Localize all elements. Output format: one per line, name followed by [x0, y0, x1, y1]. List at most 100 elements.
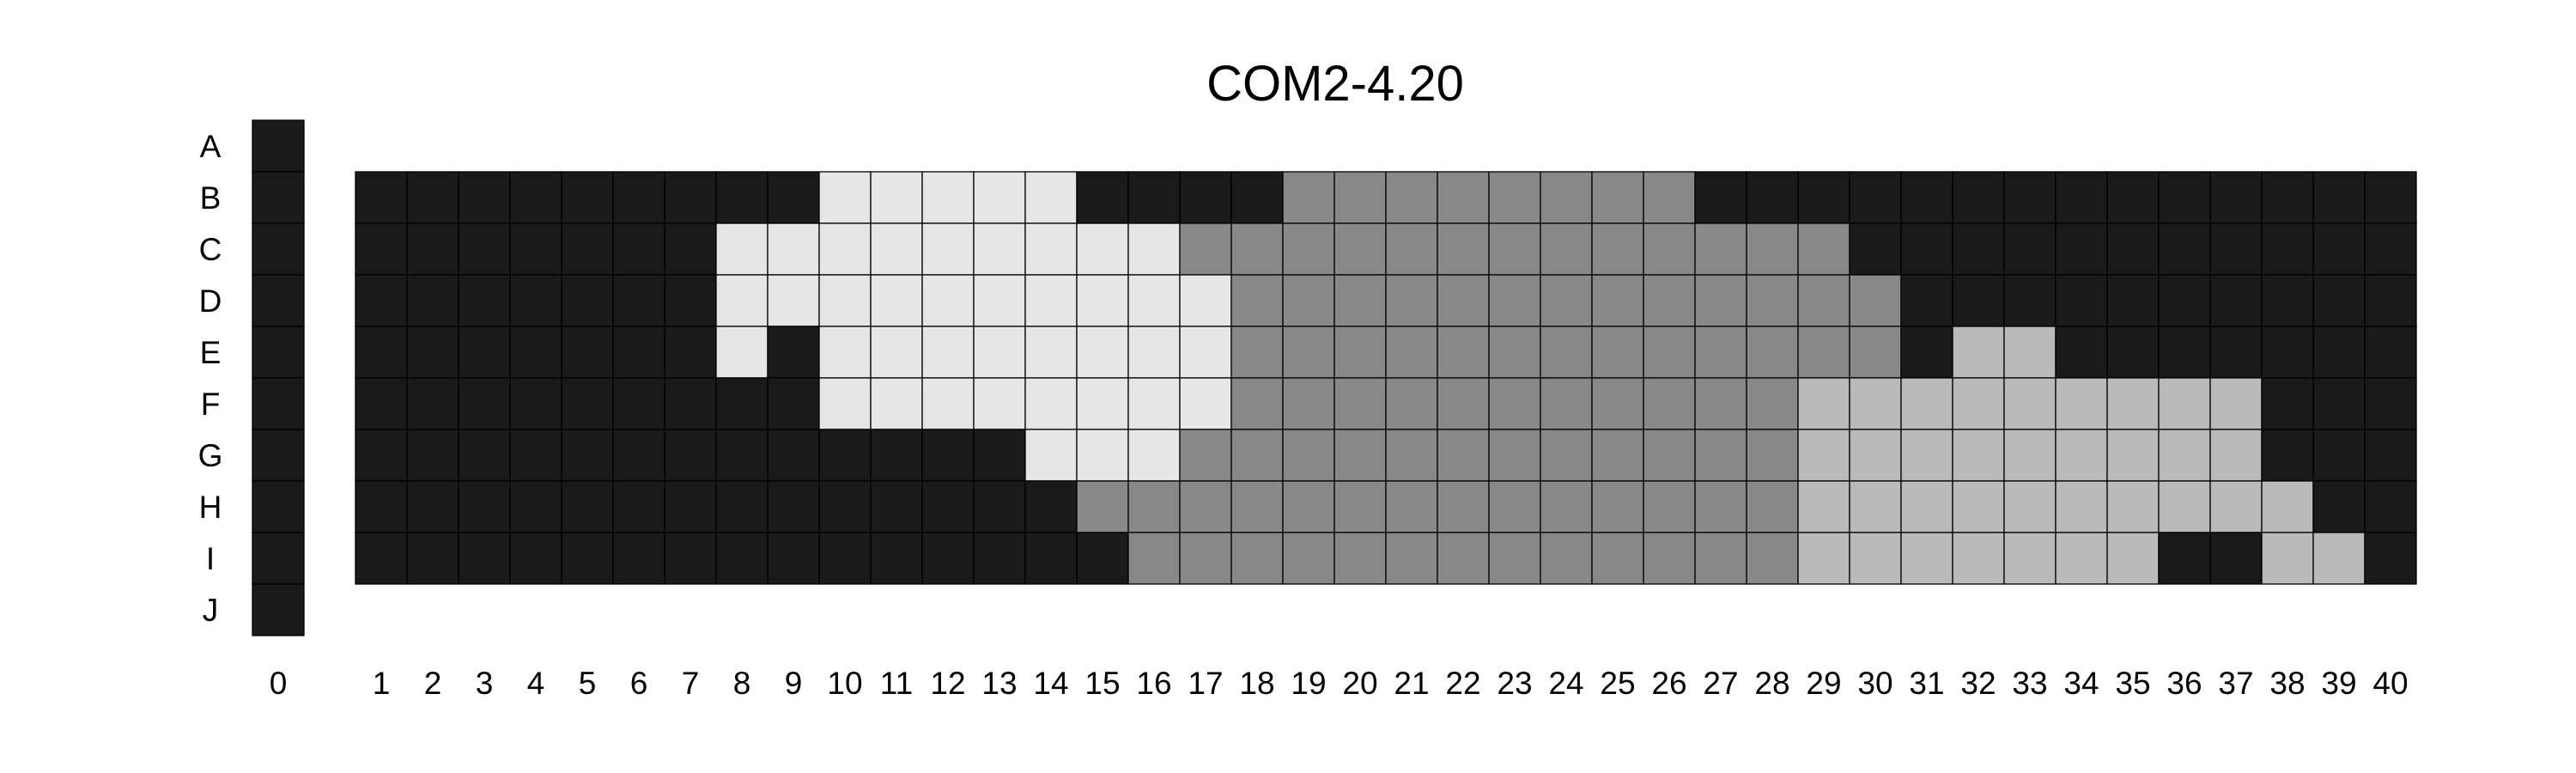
heatmap-cell: [1643, 274, 1696, 327]
heatmap-cell: [1127, 274, 1181, 327]
column-label: 16: [1136, 666, 1171, 701]
heatmap-cell: [818, 532, 872, 585]
heatmap-cell: [1540, 480, 1593, 533]
heatmap-cell: [1230, 274, 1284, 327]
heatmap-cell: [252, 377, 305, 430]
heatmap-cell: [1797, 326, 1850, 379]
heatmap-cell: [612, 480, 665, 533]
column-label: 5: [579, 666, 597, 701]
heatmap-cell: [767, 532, 820, 585]
heatmap-cell: [1746, 532, 1799, 585]
heatmap-cell: [921, 274, 975, 327]
heatmap-cell: [870, 326, 923, 379]
row-label: I: [206, 541, 215, 576]
row-label: E: [200, 335, 222, 370]
heatmap-cell: [1230, 532, 1284, 585]
heatmap-cell: [1437, 326, 1490, 379]
heatmap-cell: [458, 480, 511, 533]
heatmap-cell: [1849, 377, 1902, 430]
heatmap-cell: [1179, 429, 1232, 482]
heatmap-cell: [2003, 429, 2057, 482]
heatmap-cell: [406, 274, 459, 327]
column-label: 6: [630, 666, 648, 701]
column-label: 34: [2063, 666, 2099, 701]
heatmap-cell: [2106, 532, 2160, 585]
heatmap-cell: [2003, 171, 2057, 224]
heatmap-cell: [1900, 480, 1953, 533]
heatmap-cell: [1437, 532, 1490, 585]
heatmap-cell: [1334, 171, 1387, 224]
heatmap-cell: [1230, 222, 1284, 276]
heatmap-cell: [252, 119, 305, 173]
heatmap-cell: [2055, 377, 2108, 430]
heatmap-cell: [355, 222, 408, 276]
column-label: 31: [1909, 666, 1944, 701]
heatmap-cell: [1952, 480, 2005, 533]
heatmap-cell: [1797, 532, 1850, 585]
heatmap-cell: [1076, 429, 1129, 482]
heatmap-cell: [870, 274, 923, 327]
heatmap-cell: [1179, 171, 1232, 224]
column-label: 19: [1291, 666, 1326, 701]
heatmap-cell: [921, 429, 975, 482]
heatmap-cell: [818, 377, 872, 430]
heatmap-cell: [1540, 326, 1593, 379]
heatmap-cell: [1643, 480, 1696, 533]
heatmap-cell: [1385, 429, 1438, 482]
heatmap-cell: [921, 377, 975, 430]
heatmap-cell: [1127, 429, 1181, 482]
heatmap-cell: [2312, 326, 2366, 379]
heatmap-cell: [1540, 429, 1593, 482]
heatmap-cell: [252, 532, 305, 585]
heatmap-cell: [1900, 171, 1953, 224]
heatmap-cell: [715, 274, 769, 327]
heatmap-cell: [1437, 274, 1490, 327]
heatmap-cell: [870, 171, 923, 224]
heatmap-cell: [1540, 377, 1593, 430]
heatmap-cell: [2158, 480, 2211, 533]
heatmap-cell: [2003, 222, 2057, 276]
heatmap-cell: [1591, 377, 1644, 430]
heatmap-cell: [818, 274, 872, 327]
heatmap-cell: [2158, 429, 2211, 482]
heatmap-cell: [664, 532, 717, 585]
heatmap-cell: [870, 429, 923, 482]
heatmap-cell: [1385, 222, 1438, 276]
heatmap-cell: [2106, 429, 2160, 482]
heatmap-cell: [2261, 532, 2314, 585]
heatmap-cell: [1591, 480, 1644, 533]
heatmap-cell: [1179, 326, 1232, 379]
heatmap-cell: [2312, 274, 2366, 327]
heatmap-cell: [1127, 326, 1181, 379]
heatmap-cell: [252, 326, 305, 379]
heatmap-cell: [2055, 326, 2108, 379]
heatmap-cell: [973, 377, 1026, 430]
heatmap-cell: [1591, 274, 1644, 327]
heatmap-cell: [1076, 377, 1129, 430]
heatmap-cell: [921, 480, 975, 533]
heatmap-cell: [2209, 480, 2263, 533]
heatmap-cell: [1488, 326, 1541, 379]
cells-layer: [252, 119, 2417, 636]
heatmap-cell: [252, 222, 305, 276]
heatmap-cell: [2261, 222, 2314, 276]
heatmap-cell: [458, 326, 511, 379]
heatmap-cell: [715, 326, 769, 379]
heatmap-cell: [252, 429, 305, 482]
row-label: B: [200, 180, 222, 216]
heatmap-cell: [870, 480, 923, 533]
heatmap-cell: [1540, 532, 1593, 585]
heatmap-cell: [664, 377, 717, 430]
heatmap-cell: [1127, 377, 1181, 430]
row-label: F: [201, 386, 221, 422]
column-label: 15: [1084, 666, 1120, 701]
column-label: 18: [1239, 666, 1274, 701]
row-label: J: [203, 593, 219, 628]
heatmap-cell: [1179, 532, 1232, 585]
heatmap-cell: [1334, 480, 1387, 533]
heatmap-cell: [1797, 480, 1850, 533]
heatmap-cell: [509, 480, 562, 533]
heatmap-cell: [767, 480, 820, 533]
heatmap-cell: [1385, 532, 1438, 585]
heatmap-cell: [2106, 171, 2160, 224]
